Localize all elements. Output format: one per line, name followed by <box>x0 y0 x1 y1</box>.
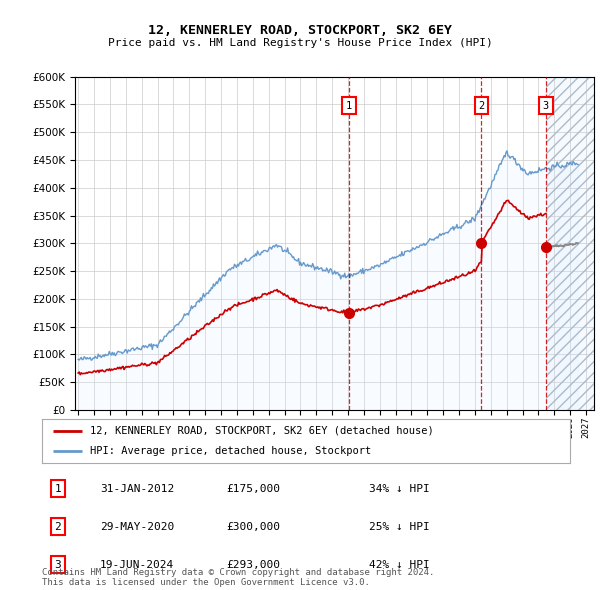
Text: 2: 2 <box>478 100 485 110</box>
Text: 3: 3 <box>55 559 61 569</box>
Text: £300,000: £300,000 <box>226 522 280 532</box>
Text: 25% ↓ HPI: 25% ↓ HPI <box>370 522 430 532</box>
Text: 31-JAN-2012: 31-JAN-2012 <box>100 484 174 494</box>
Text: 1: 1 <box>55 484 61 494</box>
Text: 12, KENNERLEY ROAD, STOCKPORT, SK2 6EY: 12, KENNERLEY ROAD, STOCKPORT, SK2 6EY <box>148 24 452 37</box>
Text: 29-MAY-2020: 29-MAY-2020 <box>100 522 174 532</box>
Text: HPI: Average price, detached house, Stockport: HPI: Average price, detached house, Stoc… <box>89 446 371 456</box>
Text: 2: 2 <box>55 522 61 532</box>
Text: £175,000: £175,000 <box>226 484 280 494</box>
Text: 3: 3 <box>543 100 549 110</box>
Text: 42% ↓ HPI: 42% ↓ HPI <box>370 559 430 569</box>
Text: 34% ↓ HPI: 34% ↓ HPI <box>370 484 430 494</box>
Bar <box>546 77 594 410</box>
Text: 1: 1 <box>346 100 352 110</box>
Text: 19-JUN-2024: 19-JUN-2024 <box>100 559 174 569</box>
Text: Price paid vs. HM Land Registry's House Price Index (HPI): Price paid vs. HM Land Registry's House … <box>107 38 493 48</box>
Text: Contains HM Land Registry data © Crown copyright and database right 2024.
This d: Contains HM Land Registry data © Crown c… <box>42 568 434 587</box>
Bar <box>546 77 594 410</box>
Text: £293,000: £293,000 <box>226 559 280 569</box>
Text: 12, KENNERLEY ROAD, STOCKPORT, SK2 6EY (detached house): 12, KENNERLEY ROAD, STOCKPORT, SK2 6EY (… <box>89 426 433 436</box>
